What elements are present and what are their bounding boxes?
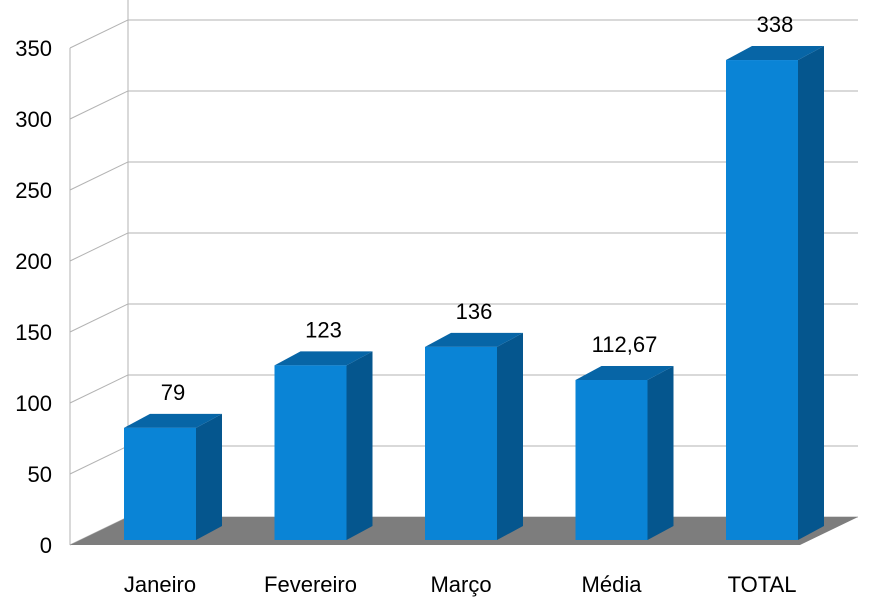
bar-top xyxy=(575,366,674,381)
gridline-side xyxy=(69,303,129,333)
bar-side xyxy=(798,46,824,540)
y-tick-label: 50 xyxy=(28,462,52,487)
bar-side xyxy=(346,351,373,540)
data-label: 136 xyxy=(456,299,493,324)
y-tick-label: 0 xyxy=(40,533,52,558)
data-label: 338 xyxy=(757,12,794,37)
data-label: 123 xyxy=(305,317,342,342)
bar-front xyxy=(575,380,648,540)
bar-front xyxy=(274,365,347,540)
bar-média xyxy=(575,366,674,540)
bar-março xyxy=(425,332,523,540)
label-layer: 0 50 100 150 200 250 300 350 79 Janeiro 123 Feverei… xyxy=(15,12,796,597)
bar-top xyxy=(274,351,373,366)
y-tick-label: 300 xyxy=(15,107,52,132)
y-tick-label: 350 xyxy=(15,36,52,61)
bar-side xyxy=(497,332,523,540)
gridline-side xyxy=(69,445,129,475)
bar-top xyxy=(726,46,824,61)
bar-front xyxy=(425,346,497,540)
bar-side xyxy=(196,413,222,540)
y-tick-label: 100 xyxy=(15,391,52,416)
gridline-side xyxy=(69,19,129,49)
gridline-side xyxy=(69,90,129,120)
x-tick-label: Fevereiro xyxy=(264,572,357,597)
bar-side xyxy=(647,366,674,540)
y-tick-label: 200 xyxy=(15,249,52,274)
bar-total xyxy=(726,46,824,540)
gridline-side xyxy=(69,161,129,191)
x-tick-label: TOTAL xyxy=(728,572,797,597)
bar-janeiro xyxy=(124,413,222,540)
bar-fevereiro xyxy=(274,351,373,540)
gridline-side xyxy=(69,374,129,404)
y-tick-label: 250 xyxy=(15,178,52,203)
x-tick-label: Março xyxy=(430,572,491,597)
data-label: 79 xyxy=(161,380,185,405)
bar-top xyxy=(124,413,222,428)
data-label: 112,67 xyxy=(592,332,658,357)
bar-layer xyxy=(124,46,824,540)
x-tick-label: Janeiro xyxy=(124,572,196,597)
bar-front xyxy=(726,60,798,540)
bar-front xyxy=(124,427,196,540)
x-tick-label: Média xyxy=(582,572,643,597)
gridline-side xyxy=(69,232,129,262)
y-tick-label: 150 xyxy=(15,320,52,345)
bar-top xyxy=(425,332,523,347)
